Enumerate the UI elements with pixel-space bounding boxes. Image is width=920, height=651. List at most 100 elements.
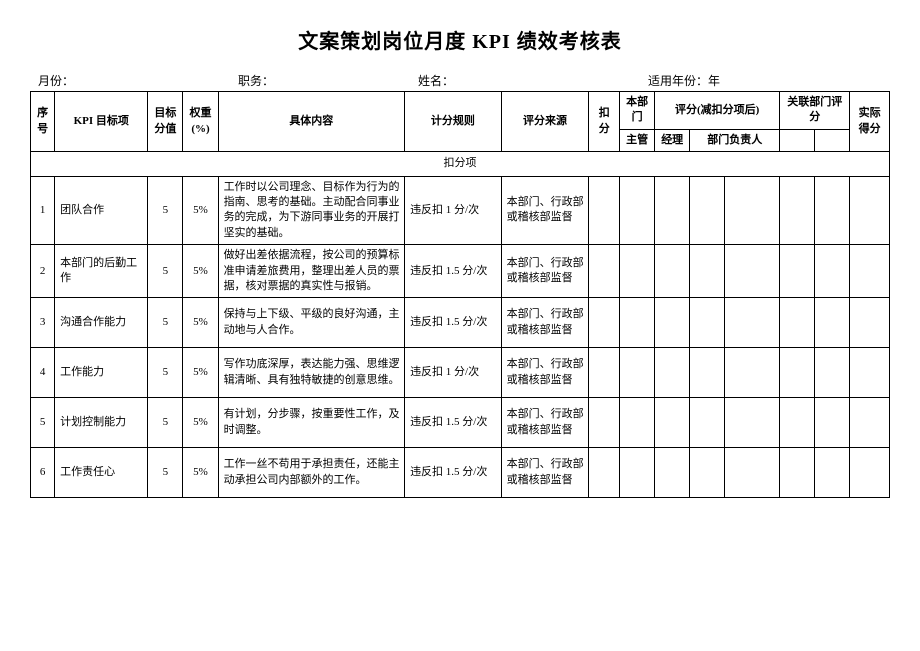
table-cell — [780, 448, 815, 498]
table-cell — [780, 348, 815, 398]
table-cell — [815, 348, 850, 398]
table-cell: 本部门、行政部或稽核部监督 — [501, 398, 589, 448]
table-cell: 本部门、行政部或稽核部监督 — [501, 176, 589, 245]
header-seq: 序号 — [31, 92, 55, 152]
table-cell: 工作能力 — [55, 348, 148, 398]
table-cell — [815, 298, 850, 348]
table-cell — [589, 348, 620, 398]
table-cell — [725, 448, 780, 498]
table-cell: 工作一丝不苟用于承担责任，还能主动承担公司内部额外的工作。 — [218, 448, 405, 498]
table-cell: 2 — [31, 245, 55, 298]
table-row: 4工作能力55%写作功底深厚，表达能力强、思维逻辑清晰、具有独特敏捷的创意思维。… — [31, 348, 890, 398]
table-cell — [725, 245, 780, 298]
table-cell: 违反扣 1.5 分/次 — [405, 298, 502, 348]
header-weight: 权重(%) — [183, 92, 218, 152]
table-cell — [620, 176, 655, 245]
table-cell — [815, 398, 850, 448]
table-cell — [815, 176, 850, 245]
table-cell: 5% — [183, 448, 218, 498]
header-eval-after: 评分(减扣分项后) — [655, 92, 780, 130]
table-cell: 计划控制能力 — [55, 398, 148, 448]
table-cell: 工作时以公司理念、目标作为行为的指南、思考的基础。主动配合同事业务的完成，为下游… — [218, 176, 405, 245]
table-cell: 5 — [148, 448, 183, 498]
table-cell — [655, 298, 690, 348]
table-cell: 本部门、行政部或稽核部监督 — [501, 245, 589, 298]
table-cell — [655, 348, 690, 398]
header-deduction: 扣分 — [589, 92, 620, 152]
header-deptlead: 部门负责人 — [690, 129, 780, 151]
table-cell — [690, 298, 725, 348]
table-cell: 6 — [31, 448, 55, 498]
table-cell — [850, 298, 890, 348]
table-cell — [780, 398, 815, 448]
table-cell: 本部门、行政部或稽核部监督 — [501, 348, 589, 398]
table-cell: 1 — [31, 176, 55, 245]
table-cell: 违反扣 1.5 分/次 — [405, 448, 502, 498]
table-cell — [815, 245, 850, 298]
page-title: 文案策划岗位月度 KPI 绩效考核表 — [30, 25, 890, 54]
table-cell: 5 — [148, 348, 183, 398]
section-header: 扣分项 — [31, 152, 890, 176]
table-cell: 本部门、行政部或稽核部监督 — [501, 448, 589, 498]
table-cell: 5 — [148, 176, 183, 245]
table-cell: 5% — [183, 398, 218, 448]
table-cell — [690, 176, 725, 245]
header-related: 关联部门评分 — [780, 92, 850, 130]
table-cell: 5 — [148, 298, 183, 348]
table-cell — [725, 298, 780, 348]
table-cell: 5 — [31, 398, 55, 448]
table-cell — [850, 245, 890, 298]
table-cell — [725, 398, 780, 448]
table-cell: 3 — [31, 298, 55, 348]
table-cell: 保持与上下级、平级的良好沟通，主动地与人合作。 — [218, 298, 405, 348]
table-cell — [620, 448, 655, 498]
table-cell — [690, 398, 725, 448]
kpi-table: 序号 KPI 目标项 目标分值 权重(%) 具体内容 计分规则 评分来源 扣分 … — [30, 91, 890, 498]
table-cell — [725, 176, 780, 245]
table-cell — [655, 245, 690, 298]
table-cell: 团队合作 — [55, 176, 148, 245]
table-cell — [655, 398, 690, 448]
table-cell — [690, 245, 725, 298]
table-cell: 5% — [183, 176, 218, 245]
header-dept: 本部门 — [620, 92, 655, 130]
meta-year: 适用年份：年 — [648, 72, 890, 89]
table-cell — [850, 348, 890, 398]
table-cell: 违反扣 1.5 分/次 — [405, 245, 502, 298]
table-cell: 违反扣 1 分/次 — [405, 176, 502, 245]
table-cell — [725, 348, 780, 398]
table-cell: 本部门的后勤工作 — [55, 245, 148, 298]
table-cell — [815, 448, 850, 498]
table-cell — [780, 298, 815, 348]
table-cell: 工作责任心 — [55, 448, 148, 498]
table-cell — [655, 448, 690, 498]
table-cell — [850, 448, 890, 498]
header-related-1 — [780, 129, 815, 151]
meta-position: 职务： — [238, 72, 418, 89]
table-cell: 5% — [183, 348, 218, 398]
header-content: 具体内容 — [218, 92, 405, 152]
table-cell: 违反扣 1 分/次 — [405, 348, 502, 398]
table-cell: 5% — [183, 245, 218, 298]
header-manager: 经理 — [655, 129, 690, 151]
meta-row: 月份： 职务： 姓名： 适用年份：年 — [30, 72, 890, 89]
table-cell: 5 — [148, 245, 183, 298]
table-cell — [850, 398, 890, 448]
table-cell: 5% — [183, 298, 218, 348]
table-cell: 有计划，分步骤，按重要性工作，及时调整。 — [218, 398, 405, 448]
table-cell — [589, 298, 620, 348]
table-cell — [620, 298, 655, 348]
header-kpi: KPI 目标项 — [55, 92, 148, 152]
header-target: 目标分值 — [148, 92, 183, 152]
header-rule: 计分规则 — [405, 92, 502, 152]
table-cell — [589, 176, 620, 245]
table-cell — [690, 448, 725, 498]
table-row: 3沟通合作能力55%保持与上下级、平级的良好沟通，主动地与人合作。违反扣 1.5… — [31, 298, 890, 348]
header-source: 评分来源 — [501, 92, 589, 152]
table-cell — [850, 176, 890, 245]
table-cell — [655, 176, 690, 245]
header-related-2 — [815, 129, 850, 151]
table-cell: 5 — [148, 398, 183, 448]
header-actual: 实际得分 — [850, 92, 890, 152]
table-cell: 做好出差依据流程，按公司的预算标准申请差旅费用，整理出差人员的票据，核对票据的真… — [218, 245, 405, 298]
